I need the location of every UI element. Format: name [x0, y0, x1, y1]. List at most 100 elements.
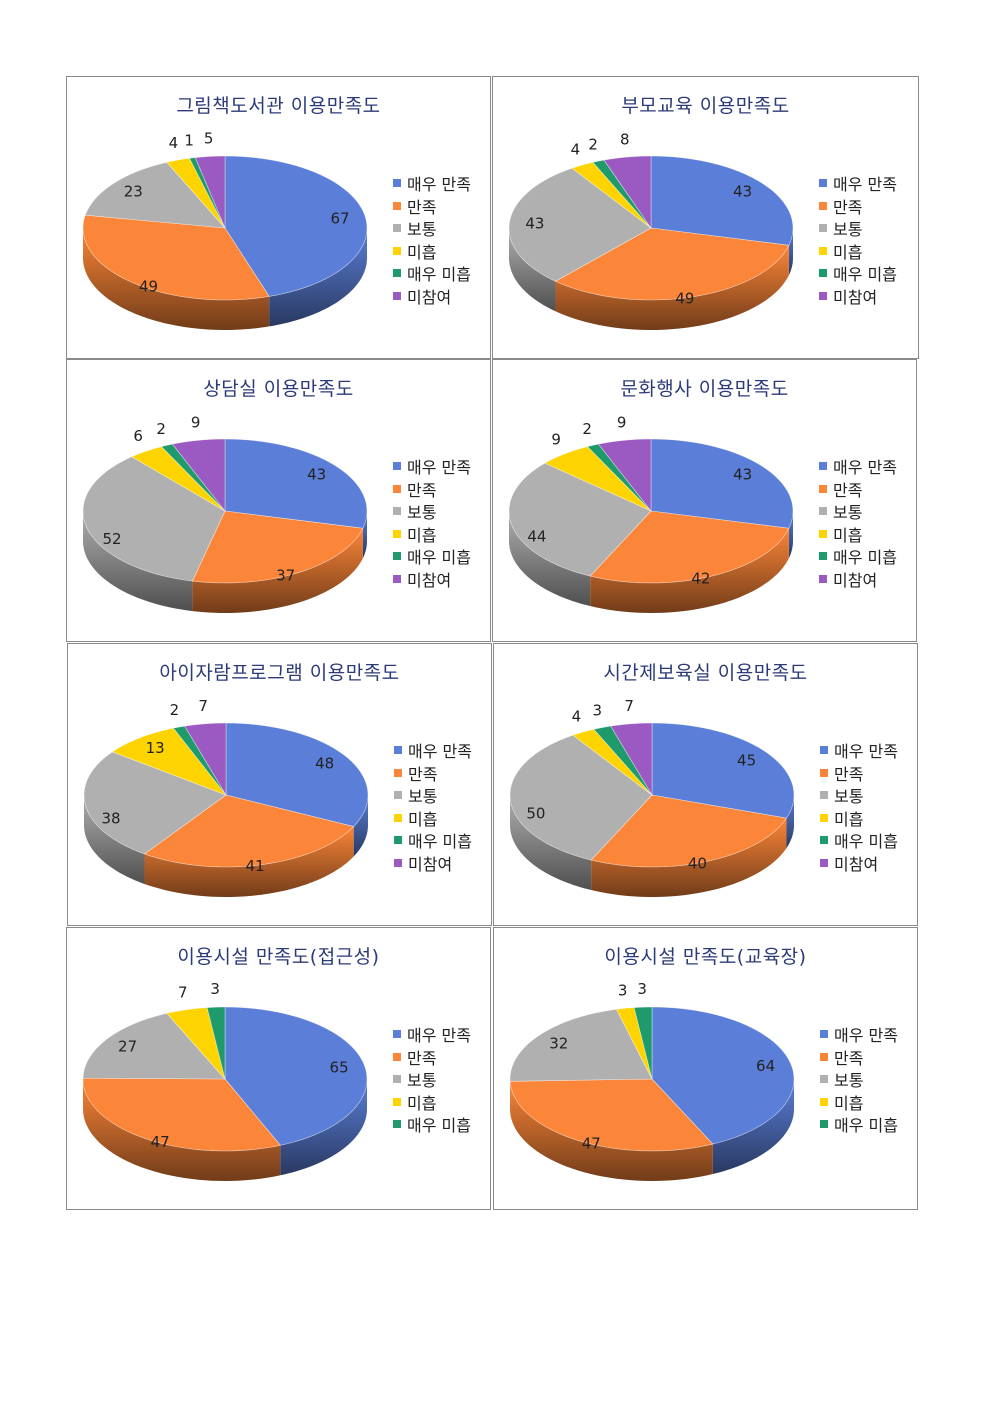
- legend-swatch: [394, 746, 402, 755]
- data-label: 6: [133, 427, 143, 445]
- legend-item: 만족: [394, 762, 472, 785]
- data-label: 7: [198, 697, 208, 715]
- pie-slice: [589, 510, 790, 584]
- legend-label: 매우 만족: [407, 175, 471, 195]
- legend-item: 미참여: [394, 852, 472, 875]
- legend-swatch: [819, 291, 827, 300]
- pie-slice: [191, 510, 364, 584]
- pie-slice: [633, 1006, 653, 1080]
- legend-swatch: [393, 201, 401, 210]
- legend-swatch: [820, 791, 828, 800]
- legend-item: 매우 미흡: [393, 545, 471, 568]
- chart-panel-1: 그림책도서관 이용만족도 67 49 23 4 1 5 매우 만족 만족 보통 미흡 매우 미흡 미참여: [66, 76, 491, 359]
- legend-label: 매우 미흡: [408, 832, 472, 852]
- pie-slice: [650, 155, 794, 246]
- pie-slice: [82, 1012, 226, 1080]
- legend-label: 미흡: [407, 242, 437, 262]
- pie-slice: [131, 446, 226, 512]
- legend-swatch: [820, 813, 828, 822]
- pie-slice: [82, 1077, 281, 1152]
- pie-slice-side: [144, 826, 354, 897]
- pie-slice-side: [555, 245, 789, 330]
- chart-title: 부모교육 이용만족도: [621, 95, 790, 117]
- legend-item: 미흡: [820, 807, 898, 830]
- legend-item: 매우 만족: [393, 1023, 471, 1046]
- legend-swatch: [393, 1097, 401, 1106]
- pie-slice: [184, 722, 227, 797]
- legend-label: 미흡: [408, 809, 438, 829]
- pie-slice: [650, 438, 794, 529]
- legend-item: 보통: [394, 784, 472, 807]
- pie-slice-side: [509, 228, 556, 312]
- pie-slice-side: [353, 795, 368, 857]
- legend-label: 매우 만족: [407, 1026, 471, 1046]
- chart-title: 문화행사 이용만족도: [620, 378, 789, 400]
- legend: 매우 만족 만족 보통 미흡 매우 미흡 미참여: [820, 739, 898, 874]
- legend-label: 만족: [833, 197, 863, 217]
- data-label: 4: [169, 134, 179, 152]
- chart-panel-8: 이용시설 만족도(교육장) 64 47 32 3 3 매우 만족 만족 보통 미흡 매우 미흡: [493, 927, 918, 1210]
- legend: 매우 만족 만족 보통 미흡 매우 미흡: [820, 1023, 898, 1136]
- legend-item: 매우 만족: [820, 739, 898, 762]
- legend-label: 보통: [407, 1071, 437, 1091]
- chart-panel-7: 이용시설 만족도(접근성) 65 47 27 7 3 매우 만족 만족 보통 미흡 매우 미흡: [66, 927, 491, 1210]
- legend: 매우 만족 만족 보통 미흡 매우 미흡 미참여: [393, 455, 471, 590]
- legend-item: 보통: [819, 500, 897, 523]
- pie-chart: 45 40 50 4 3 7: [509, 697, 795, 897]
- legend-swatch: [820, 858, 828, 867]
- data-label: 45: [737, 752, 756, 770]
- legend-item: 만족: [393, 1046, 471, 1069]
- legend-label: 매우 만족: [834, 1026, 898, 1046]
- data-label: 49: [675, 290, 694, 308]
- pie-slice: [590, 794, 788, 868]
- legend-item: 미참여: [820, 852, 898, 875]
- legend-label: 매우 미흡: [407, 548, 471, 568]
- data-label: 9: [617, 414, 627, 432]
- legend-swatch: [819, 179, 827, 188]
- legend-swatch: [819, 201, 827, 210]
- legend-item: 만족: [393, 478, 471, 501]
- legend-item: 보통: [820, 784, 898, 807]
- data-label: 9: [551, 431, 561, 449]
- legend-item: 보통: [820, 1068, 898, 1091]
- legend-item: 매우 만족: [393, 455, 471, 478]
- legend-label: 만족: [407, 480, 437, 500]
- legend-item: 미흡: [820, 1091, 898, 1114]
- legend-item: 보통: [393, 217, 471, 240]
- legend-label: 보통: [834, 1071, 864, 1091]
- legend-swatch: [393, 224, 401, 233]
- legend-label: 미흡: [834, 1093, 864, 1113]
- legend-label: 미참여: [833, 570, 878, 590]
- pie-slice: [194, 155, 226, 229]
- pie-slice: [224, 438, 368, 529]
- data-label: 3: [618, 982, 628, 1000]
- data-label: 50: [526, 804, 545, 822]
- legend-item: 보통: [819, 217, 897, 240]
- pie-slice: [508, 167, 652, 282]
- data-label: 2: [170, 701, 180, 719]
- legend-item: 미흡: [393, 240, 471, 263]
- chart-title: 그림책도서관 이용만족도: [176, 95, 381, 117]
- data-label: 44: [527, 528, 546, 546]
- legend-label: 미참여: [834, 854, 879, 874]
- data-label: 42: [691, 569, 710, 587]
- pie-slice-side: [83, 228, 270, 330]
- chart-panel-3: 상담실 이용만족도 43 37 52 6 2 9 매우 만족 만족 보통 미흡 매우 미흡 미참여: [66, 359, 491, 642]
- pie-chart: 67 49 23 4 1 5: [82, 130, 368, 330]
- legend: 매우 만족 만족 보통 미흡 매우 미흡 미참여: [819, 172, 897, 307]
- legend-label: 미흡: [833, 242, 863, 262]
- legend-label: 미흡: [407, 1093, 437, 1113]
- legend-label: 만족: [834, 1048, 864, 1068]
- legend-swatch: [819, 507, 827, 516]
- legend-item: 미흡: [393, 1091, 471, 1114]
- pie-slice-side: [362, 511, 367, 559]
- pie-slice: [509, 734, 653, 861]
- legend-label: 매우 만족: [407, 458, 471, 478]
- legend: 매우 만족 만족 보통 미흡 매우 미흡 미참여: [393, 172, 471, 307]
- legend-label: 매우 미흡: [407, 265, 471, 285]
- pie-slice: [508, 462, 652, 577]
- legend-item: 미참여: [393, 285, 471, 308]
- legend-swatch: [393, 269, 401, 278]
- legend-swatch: [820, 746, 828, 755]
- legend-label: 매우 미흡: [833, 548, 897, 568]
